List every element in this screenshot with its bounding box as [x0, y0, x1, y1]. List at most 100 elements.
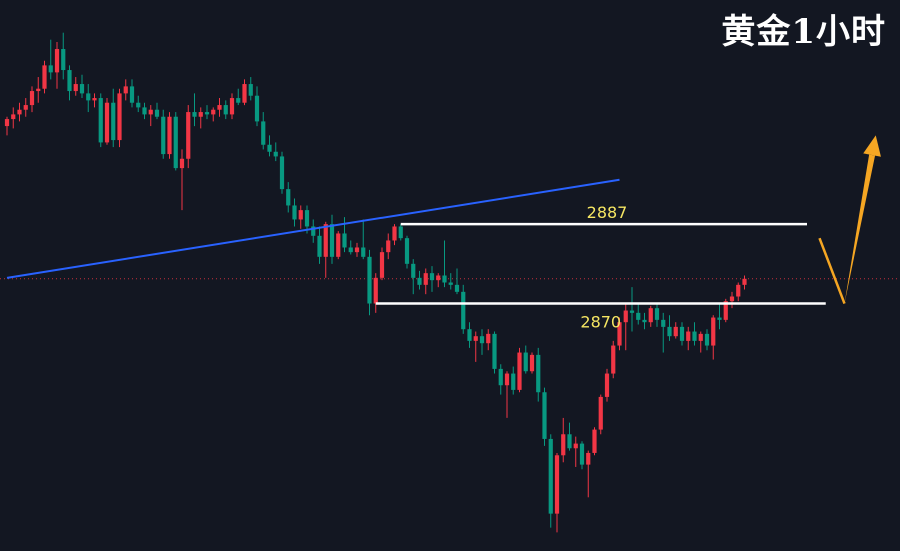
candle — [567, 422, 572, 451]
candle-body — [86, 93, 91, 101]
candle-body — [211, 109, 216, 115]
candle-body — [142, 107, 147, 115]
candle — [467, 322, 472, 348]
candle-body — [204, 112, 210, 115]
candle-body — [698, 333, 703, 341]
candle — [461, 284, 466, 334]
candle-body — [604, 373, 610, 397]
candle — [111, 88, 116, 148]
candle-body — [411, 263, 416, 278]
candle-body — [711, 317, 716, 346]
candle — [186, 105, 191, 169]
candle — [42, 60, 47, 94]
candle — [217, 98, 222, 117]
candle — [67, 65, 72, 101]
projection-down-path — [818, 237, 846, 304]
candle — [529, 352, 535, 374]
candle-body — [92, 98, 97, 101]
candle-body — [461, 291, 466, 330]
candle-body — [254, 95, 260, 122]
candle-body — [598, 396, 603, 430]
candle — [354, 242, 360, 257]
candle-body — [148, 109, 153, 115]
candle-body — [392, 226, 397, 241]
candle-body — [11, 114, 16, 120]
chart-title: 黄金1小时 — [721, 12, 886, 52]
candle-body — [42, 65, 47, 89]
candle-body — [223, 105, 228, 115]
candle-body — [729, 296, 735, 302]
candle-body — [442, 275, 447, 283]
trend-line — [6, 178, 620, 279]
candle — [36, 77, 41, 103]
level-label-2887: 2887 — [587, 203, 628, 222]
candle — [654, 303, 660, 327]
candle — [348, 240, 353, 255]
candle — [329, 214, 335, 264]
candle-body — [504, 373, 510, 386]
candle-body — [29, 91, 35, 106]
candle — [617, 317, 622, 351]
candle-body — [661, 319, 666, 327]
candle — [679, 322, 685, 346]
candle-body — [554, 455, 560, 514]
candle-body — [542, 392, 547, 439]
candle — [11, 107, 16, 129]
candle — [623, 303, 628, 351]
candle — [517, 347, 522, 393]
projection-arrow-head — [863, 135, 881, 157]
candle — [98, 93, 103, 148]
candle — [686, 326, 691, 351]
candle-body — [586, 452, 591, 465]
candle-body — [273, 151, 278, 157]
candle-body — [473, 336, 478, 341]
candle — [717, 303, 722, 330]
candle — [742, 275, 747, 290]
candle-body — [648, 308, 653, 323]
candle — [154, 102, 160, 120]
candle — [498, 364, 503, 395]
candle-body — [279, 156, 285, 190]
candle — [492, 331, 497, 374]
candle-body — [242, 84, 247, 103]
candle-body — [498, 368, 503, 386]
candle — [86, 84, 91, 113]
candle — [48, 39, 53, 80]
candle-body — [111, 102, 116, 141]
candle — [179, 149, 185, 211]
candle-body — [429, 273, 435, 281]
candle — [342, 217, 347, 253]
candle — [736, 282, 741, 302]
candle-body — [404, 238, 410, 264]
candle-body — [448, 282, 453, 285]
candle-body — [348, 247, 353, 253]
candle — [104, 98, 110, 145]
candle — [236, 88, 241, 106]
candle — [598, 394, 603, 435]
candle-body — [217, 105, 222, 110]
candle-body — [23, 105, 28, 110]
candle-body — [523, 352, 528, 372]
candle — [392, 224, 397, 246]
candle — [92, 93, 97, 108]
candle-body — [529, 354, 535, 372]
candle — [379, 247, 385, 281]
candle-body — [417, 277, 422, 285]
candle-body — [454, 284, 460, 292]
candle — [573, 436, 578, 467]
candle-body — [336, 233, 341, 257]
candle — [261, 112, 266, 150]
candle — [454, 268, 460, 295]
candle — [4, 116, 10, 136]
candle — [611, 340, 616, 379]
candle-body — [373, 277, 378, 304]
candle-body — [398, 226, 403, 239]
candle — [586, 450, 591, 498]
candle-body — [679, 326, 685, 341]
candle-body — [367, 256, 372, 304]
candle — [367, 249, 372, 316]
candle-body — [129, 86, 135, 103]
candle — [242, 79, 247, 106]
candle — [429, 266, 435, 292]
